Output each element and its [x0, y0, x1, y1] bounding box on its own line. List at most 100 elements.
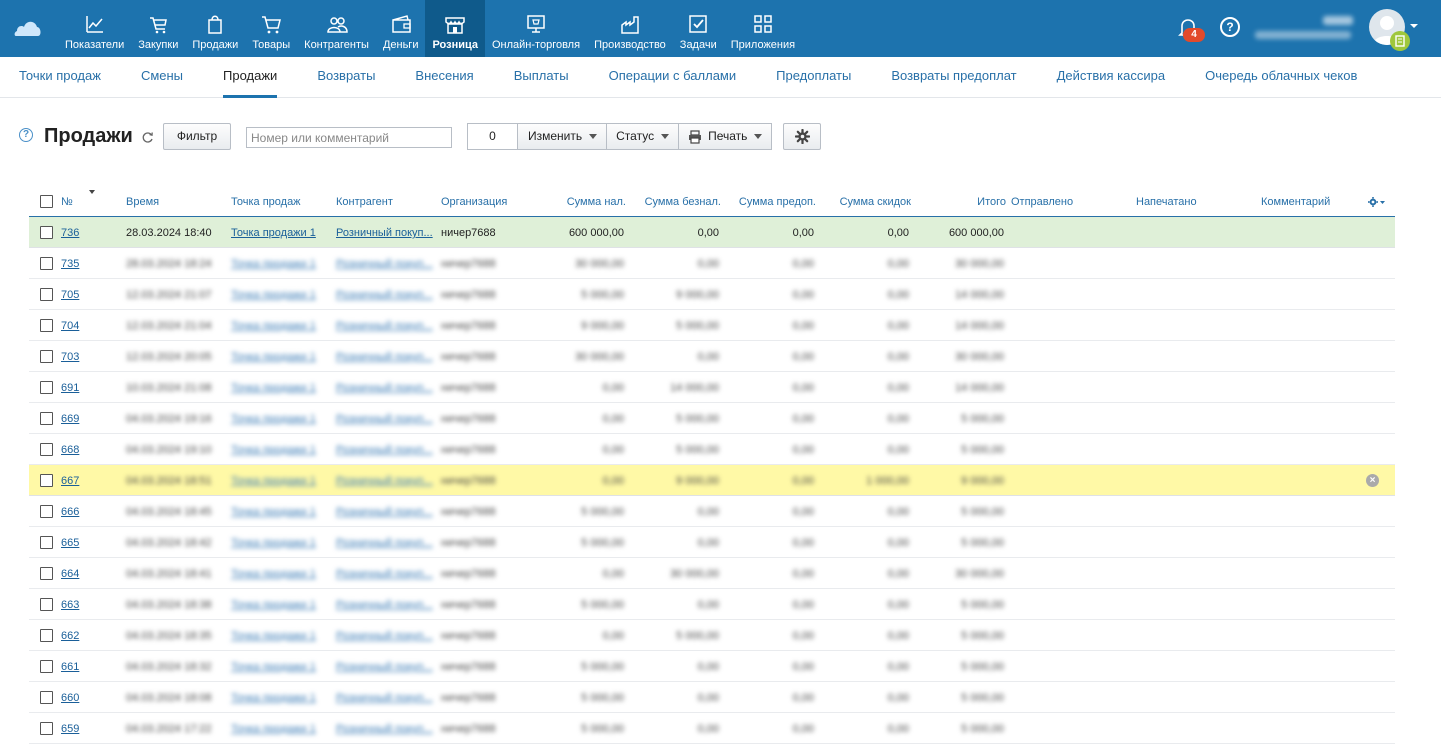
nav-item-0[interactable]: Показатели — [58, 0, 131, 57]
column-settings-icon[interactable] — [1368, 196, 1386, 208]
nav-item-7[interactable]: Онлайн-торговля — [485, 0, 587, 57]
col-total[interactable]: Итого — [977, 196, 1006, 208]
subnav-item-9[interactable]: Действия кассира — [1056, 68, 1166, 83]
cell-point[interactable]: Точка продажи 1 — [231, 630, 316, 642]
row-checkbox[interactable] — [40, 257, 53, 270]
row-checkbox[interactable] — [40, 660, 53, 673]
row-checkbox[interactable] — [40, 722, 53, 735]
print-dropdown[interactable]: Печать — [679, 123, 773, 150]
table-row[interactable]: 659 04.03.2024 17:22 Точка продажи 1 Рознич… — [29, 713, 1395, 744]
cell-agent[interactable]: Розничный покуп... — [336, 599, 433, 611]
row-checkbox[interactable] — [40, 505, 53, 518]
nav-item-1[interactable]: Закупки — [131, 0, 185, 57]
col-cash[interactable]: Сумма нал. — [566, 196, 626, 208]
col-comment[interactable]: Комментарий — [1261, 196, 1331, 208]
cell-num[interactable]: 736 — [61, 227, 80, 239]
row-checkbox[interactable] — [40, 381, 53, 394]
user-info[interactable] — [1255, 16, 1355, 42]
subnav-item-2[interactable]: Продажи — [223, 57, 278, 98]
nav-item-2[interactable]: Продажи — [185, 0, 245, 57]
cell-agent[interactable]: Розничный покуп... — [336, 568, 433, 580]
table-row[interactable]: 668 04.03.2024 19:10 Точка продажи 1 Рознич… — [29, 434, 1395, 465]
table-row[interactable]: 663 04.03.2024 18:38 Точка продажи 1 Рознич… — [29, 589, 1395, 620]
row-checkbox[interactable] — [40, 412, 53, 425]
nav-item-4[interactable]: Контрагенты — [297, 0, 376, 57]
table-row[interactable]: 665 04.03.2024 18:42 Точка продажи 1 Рознич… — [29, 527, 1395, 558]
table-row[interactable]: 736 28.03.2024 18:40 Точка продажи 1 Рознич… — [29, 217, 1395, 248]
select-all-checkbox[interactable] — [40, 195, 53, 208]
cell-num[interactable]: 659 — [61, 723, 80, 735]
subnav-item-0[interactable]: Точки продаж — [19, 68, 101, 83]
table-row[interactable]: 735 28.03.2024 18:24 Точка продажи 1 Рознич… — [29, 248, 1395, 279]
col-printed[interactable]: Напечатано — [1136, 196, 1197, 208]
cell-num[interactable]: 705 — [61, 289, 80, 301]
cell-num[interactable]: 664 — [61, 568, 80, 580]
help-icon[interactable]: ? — [19, 128, 33, 142]
cell-point[interactable]: Точка продажи 1 — [231, 599, 316, 611]
col-point[interactable]: Точка продаж — [231, 196, 301, 208]
cell-point[interactable]: Точка продажи 1 — [231, 351, 316, 363]
table-row[interactable]: 703 12.03.2024 20:05 Точка продажи 1 Рознич… — [29, 341, 1395, 372]
cell-num[interactable]: 660 — [61, 692, 80, 704]
row-checkbox[interactable] — [40, 536, 53, 549]
cell-agent[interactable]: Розничный покуп... — [336, 258, 433, 270]
cell-point[interactable]: Точка продажи 1 — [231, 258, 316, 270]
cell-point[interactable]: Точка продажи 1 — [231, 506, 316, 518]
row-checkbox[interactable] — [40, 350, 53, 363]
cell-num[interactable]: 667 — [61, 475, 80, 487]
close-icon[interactable]: × — [1366, 474, 1379, 487]
row-checkbox[interactable] — [40, 629, 53, 642]
col-noncash[interactable]: Сумма безнал. — [644, 196, 721, 208]
subnav-item-5[interactable]: Выплаты — [513, 68, 569, 83]
cell-point[interactable]: Точка продажи 1 — [231, 537, 316, 549]
cell-point[interactable]: Точка продажи 1 — [231, 475, 316, 487]
cell-agent[interactable]: Розничный покуп... — [336, 475, 433, 487]
sort-desc-icon[interactable] — [89, 190, 95, 194]
row-checkbox[interactable] — [40, 567, 53, 580]
table-row[interactable]: 669 04.03.2024 19:16 Точка продажи 1 Рознич… — [29, 403, 1395, 434]
col-prepaid[interactable]: Сумма предоп. — [738, 196, 816, 208]
col-org[interactable]: Организация — [441, 196, 508, 208]
cell-agent[interactable]: Розничный покуп... — [336, 723, 433, 735]
cell-num[interactable]: 661 — [61, 661, 80, 673]
table-row[interactable]: 666 04.03.2024 18:45 Точка продажи 1 Рознич… — [29, 496, 1395, 527]
cell-num[interactable]: 691 — [61, 382, 80, 394]
cell-agent[interactable]: Розничный покуп... — [336, 227, 433, 239]
cell-agent[interactable]: Розничный покуп... — [336, 692, 433, 704]
subnav-item-8[interactable]: Возвраты предоплат — [891, 68, 1017, 83]
col-agent[interactable]: Контрагент — [336, 196, 393, 208]
col-time[interactable]: Время — [126, 196, 160, 208]
cell-point[interactable]: Точка продажи 1 — [231, 413, 316, 425]
cell-agent[interactable]: Розничный покуп... — [336, 537, 433, 549]
status-dropdown[interactable]: Статус — [607, 123, 680, 150]
cell-point[interactable]: Точка продажи 1 — [231, 723, 316, 735]
cell-agent[interactable]: Розничный покуп... — [336, 444, 433, 456]
nav-item-9[interactable]: Задачи — [673, 0, 724, 57]
cell-agent[interactable]: Розничный покуп... — [336, 320, 433, 332]
nav-item-10[interactable]: Приложения — [724, 0, 802, 57]
cell-agent[interactable]: Розничный покуп... — [336, 351, 433, 363]
row-checkbox[interactable] — [40, 443, 53, 456]
change-dropdown[interactable]: Изменить — [517, 123, 608, 150]
subnav-item-1[interactable]: Смены — [140, 68, 184, 83]
cell-agent[interactable]: Розничный покуп... — [336, 382, 433, 394]
cell-point[interactable]: Точка продажи 1 — [231, 568, 316, 580]
nav-item-3[interactable]: Товары — [245, 0, 297, 57]
cell-point[interactable]: Точка продажи 1 — [231, 692, 316, 704]
cell-agent[interactable]: Розничный покуп... — [336, 289, 433, 301]
filter-button[interactable]: Фильтр — [163, 123, 231, 150]
cell-point[interactable]: Точка продажи 1 — [231, 320, 316, 332]
row-checkbox[interactable] — [40, 319, 53, 332]
help-icon[interactable]: ? — [1220, 17, 1240, 37]
row-checkbox[interactable] — [40, 598, 53, 611]
subnav-item-10[interactable]: Очередь облачных чеков — [1205, 68, 1358, 83]
cell-num[interactable]: 735 — [61, 258, 80, 270]
subnav-item-4[interactable]: Внесения — [415, 68, 474, 83]
settings-button[interactable] — [783, 123, 821, 150]
cell-point[interactable]: Точка продажи 1 — [231, 289, 316, 301]
cell-num[interactable]: 668 — [61, 444, 80, 456]
nav-item-6[interactable]: Розница — [425, 0, 485, 57]
cell-num[interactable]: 669 — [61, 413, 80, 425]
notification-count-badge[interactable]: 4 — [1183, 28, 1205, 42]
nav-item-8[interactable]: Производство — [587, 0, 673, 57]
